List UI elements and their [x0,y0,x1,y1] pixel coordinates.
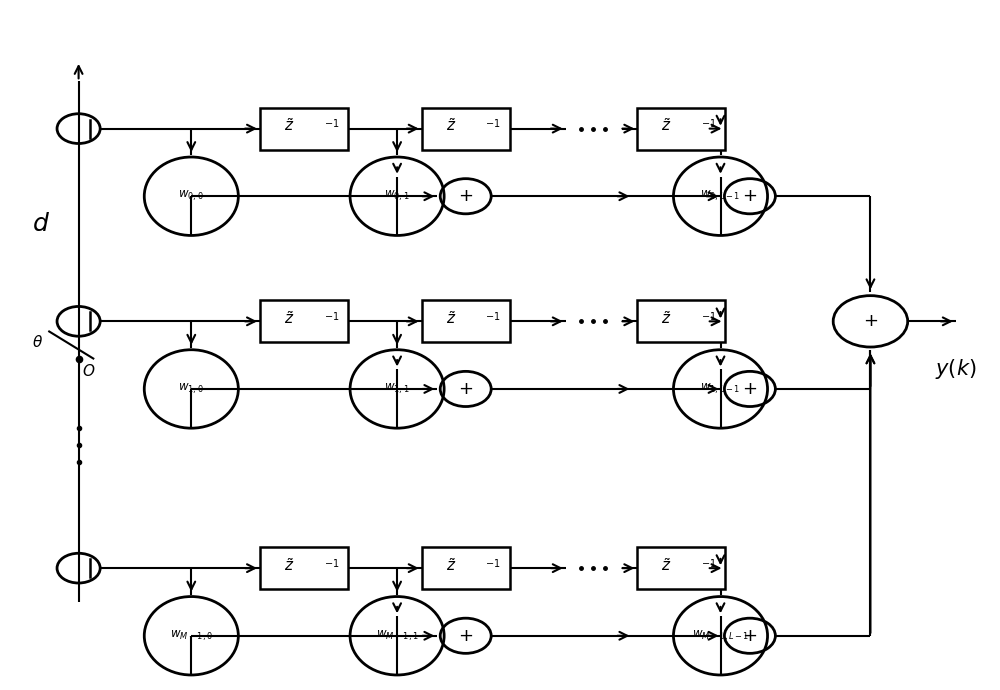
Text: $\tilde{z}$: $\tilde{z}$ [661,557,672,574]
Text: $w_{M-1,0}$: $w_{M-1,0}$ [170,629,213,643]
Text: $w_{M-1,1}$: $w_{M-1,1}$ [376,629,418,643]
FancyBboxPatch shape [260,108,348,150]
FancyBboxPatch shape [637,547,725,589]
Text: $\tilde{z}$: $\tilde{z}$ [661,310,672,327]
Text: $\tilde{z}$: $\tilde{z}$ [284,557,294,574]
Text: $\tilde{z}$: $\tilde{z}$ [284,310,294,327]
Text: $\tilde{z}$: $\tilde{z}$ [661,117,672,135]
FancyBboxPatch shape [637,108,725,150]
Text: $w_{1,1}$: $w_{1,1}$ [384,382,410,396]
Text: $\tilde{z}$: $\tilde{z}$ [446,117,456,135]
Text: $\tilde{z}$: $\tilde{z}$ [446,310,456,327]
Text: $w_{1,L-1}$: $w_{1,L-1}$ [700,382,741,396]
FancyBboxPatch shape [637,300,725,342]
FancyBboxPatch shape [260,300,348,342]
Text: $^{-1}$: $^{-1}$ [701,312,717,326]
Text: $^{-1}$: $^{-1}$ [324,312,339,326]
Text: $\tilde{z}$: $\tilde{z}$ [446,557,456,574]
Text: $^{-1}$: $^{-1}$ [485,312,501,326]
Text: $w_{1,0}$: $w_{1,0}$ [178,382,204,396]
Text: $+$: $+$ [458,627,473,644]
FancyBboxPatch shape [422,547,510,589]
Text: $+$: $+$ [742,380,757,398]
Text: $w_{0,1}$: $w_{0,1}$ [384,189,410,204]
Text: $w_{0,L-1}$: $w_{0,L-1}$ [700,189,741,204]
Text: $y(k)$: $y(k)$ [935,357,976,381]
Text: $+$: $+$ [458,380,473,398]
Text: $d$: $d$ [32,213,50,237]
Text: $+$: $+$ [458,187,473,205]
Text: $+$: $+$ [742,187,757,205]
Text: $^{-1}$: $^{-1}$ [324,119,339,133]
Text: $+$: $+$ [863,313,878,331]
Text: $^{-1}$: $^{-1}$ [701,119,717,133]
FancyBboxPatch shape [422,108,510,150]
Text: $\theta$: $\theta$ [32,334,43,350]
Text: $^{-1}$: $^{-1}$ [485,119,501,133]
Text: $^{-1}$: $^{-1}$ [701,558,717,573]
Text: $^{-1}$: $^{-1}$ [324,558,339,573]
Text: $^{-1}$: $^{-1}$ [485,558,501,573]
FancyBboxPatch shape [422,300,510,342]
Text: $w_{M-1,L-1}$: $w_{M-1,L-1}$ [692,629,749,643]
Text: $\tilde{z}$: $\tilde{z}$ [284,117,294,135]
Text: $+$: $+$ [742,627,757,644]
Text: $O$: $O$ [82,363,95,379]
Text: $w_{0,0}$: $w_{0,0}$ [178,189,204,204]
FancyBboxPatch shape [260,547,348,589]
